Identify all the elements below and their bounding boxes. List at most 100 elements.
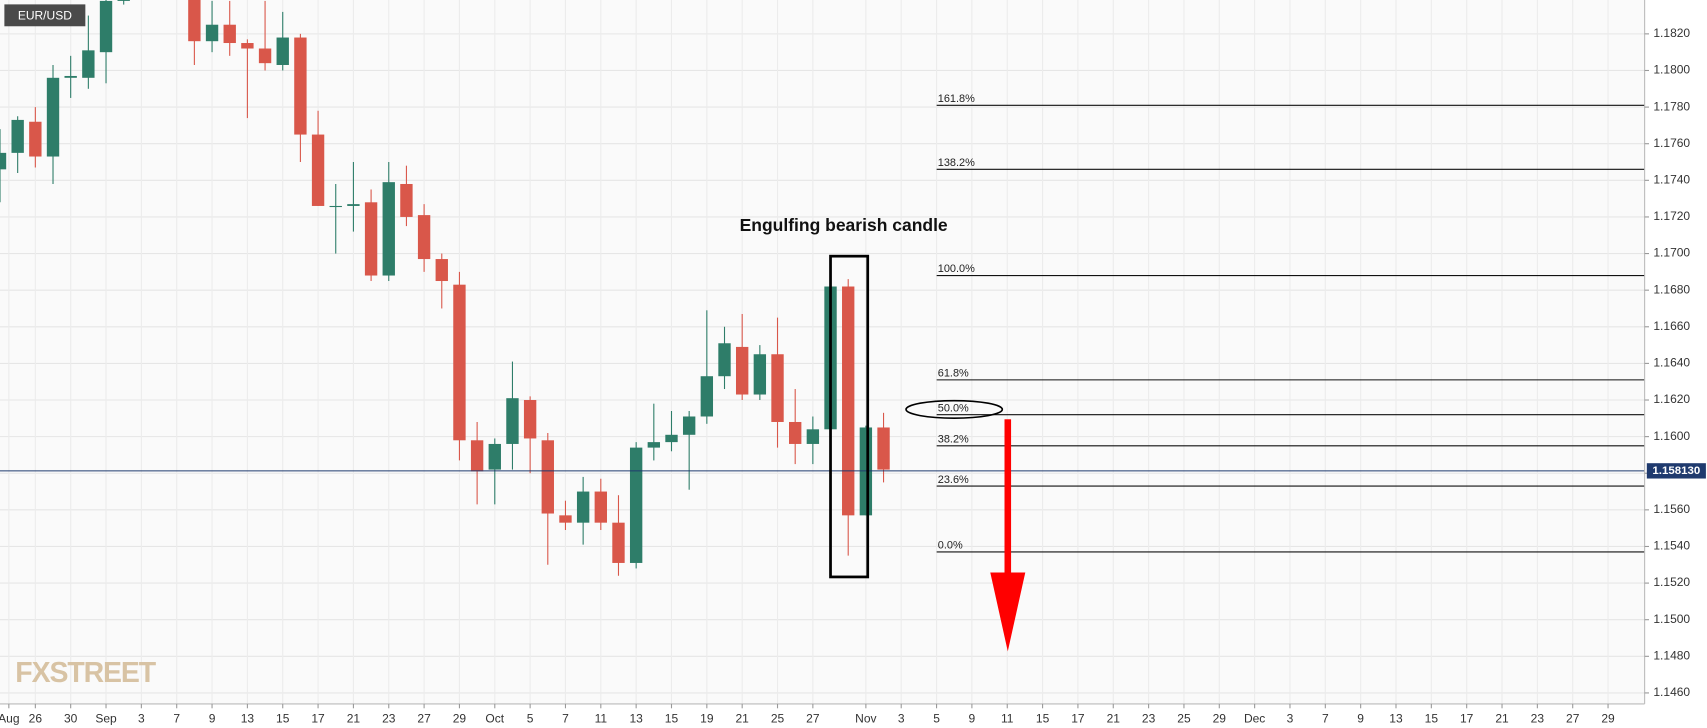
candle-body	[541, 440, 554, 514]
candle-body	[523, 400, 537, 439]
last-price-label: 1.158130	[1652, 465, 1700, 477]
candle-body	[117, 0, 130, 1]
candle-body	[682, 416, 696, 435]
x-tick-label: 30	[64, 711, 78, 725]
x-tick-label: Dec	[1244, 711, 1265, 725]
x-tick-label: 17	[1071, 711, 1085, 725]
candle-body	[99, 0, 113, 53]
candle-body	[205, 24, 219, 42]
candle-body	[612, 522, 625, 563]
candle-body	[842, 286, 855, 516]
y-tick-label: 1.1640	[1653, 356, 1690, 370]
x-tick-label: 25	[771, 711, 785, 725]
x-tick-label: Oct	[485, 711, 504, 725]
candle-body	[400, 183, 413, 217]
candles	[0, 0, 890, 576]
candle-body	[559, 515, 572, 523]
x-tick-label: 21	[1107, 711, 1121, 725]
x-tick-label: Nov	[855, 711, 876, 725]
fib-label: 38.2%	[938, 433, 969, 445]
candle-body	[859, 427, 873, 516]
fib-label: 61.8%	[938, 368, 969, 380]
candle-body	[364, 202, 378, 276]
candle-body	[771, 354, 784, 422]
fib-label: 161.8%	[938, 93, 975, 105]
candle-body	[188, 0, 201, 42]
y-tick-label: 1.1540	[1653, 539, 1690, 553]
candle-body	[488, 443, 501, 470]
x-tick-label: 3	[898, 711, 905, 725]
candle-body	[665, 434, 678, 443]
annotation: Engulfing bearish candle	[740, 215, 948, 235]
x-tick-label: 3	[138, 711, 145, 725]
y-tick-label: 1.1560	[1653, 502, 1690, 516]
candle-body	[735, 346, 749, 395]
y-tick-label: 1.1760	[1653, 136, 1690, 150]
x-tick-label: 17	[311, 711, 325, 725]
candle-body	[82, 50, 95, 78]
highlight-ellipse	[905, 399, 1004, 420]
y-tick-label: 1.1720	[1653, 209, 1690, 223]
candle-body	[629, 447, 643, 563]
candle-body	[453, 284, 466, 441]
x-tick-label: 15	[665, 711, 679, 725]
candle-body	[700, 376, 714, 417]
fib-label: 100.0%	[938, 263, 975, 275]
y-tick-label: 1.1700	[1653, 246, 1690, 260]
x-tick-label: 21	[1495, 711, 1509, 725]
y-tick-label: 1.1820	[1653, 26, 1690, 40]
x-tick-label: 7	[173, 711, 180, 725]
watermark: FXSTREET	[15, 657, 156, 689]
candle-body	[294, 37, 307, 135]
candle-body	[576, 491, 590, 523]
x-tick-label: 29	[1601, 711, 1615, 725]
candle-body	[470, 440, 484, 472]
y-tick-label: 1.1660	[1653, 319, 1690, 333]
candle-body	[223, 24, 236, 44]
x-tick-label: 27	[806, 711, 820, 725]
x-tick-label: 9	[969, 711, 976, 725]
x-tick-label: Aug	[0, 711, 20, 725]
x-tick-label: 23	[382, 711, 396, 725]
candle-body	[417, 215, 431, 260]
x-tick-label: 13	[1389, 711, 1403, 725]
x-tick-label: 11	[595, 711, 608, 725]
x-tick-label: 9	[209, 711, 216, 725]
x-tick-label: 15	[1036, 711, 1050, 725]
highlight-box	[829, 254, 870, 579]
overlay: 161.8% 138.2% 100.0% 61.8% 50.0% 38.2% 23.6% 0.…	[0, 93, 1645, 553]
fib-label: 23.6%	[938, 474, 969, 486]
y-tick-label: 1.1500	[1653, 612, 1690, 626]
candle-body	[753, 354, 767, 395]
x-tick-label: 29	[1213, 711, 1227, 725]
x-tick-label: 26	[29, 711, 43, 725]
plot-background	[0, 0, 1645, 704]
x-tick-label: 9	[1357, 711, 1364, 725]
y-tick-label: 1.1480	[1653, 648, 1690, 662]
arrow-head	[990, 572, 1026, 652]
candle-body	[311, 134, 325, 206]
grid	[0, 0, 1645, 704]
x-tick-label: 23	[1142, 711, 1156, 725]
x-tick-label: 11	[1001, 711, 1014, 725]
candle-body	[594, 491, 607, 523]
x-tick-label: 25	[1177, 711, 1191, 725]
x-tick-label: 27	[1566, 711, 1580, 725]
candle-body	[647, 442, 661, 448]
fib-label: 138.2%	[938, 157, 975, 169]
x-tick-label: 27	[417, 711, 431, 725]
candle-body	[789, 421, 802, 444]
candle-body	[0, 152, 7, 170]
candle-body	[806, 429, 820, 444]
candle-body	[506, 398, 519, 444]
y-tick-label: 1.1780	[1653, 99, 1690, 113]
x-tick-label: 13	[241, 711, 255, 725]
x-tick-label: 5	[933, 711, 940, 725]
x-tick-label: 23	[1531, 711, 1545, 725]
candle-body	[11, 119, 24, 153]
candle-body	[718, 343, 731, 377]
arrow-shaft	[1004, 419, 1012, 575]
x-tick-label: 21	[735, 711, 749, 725]
